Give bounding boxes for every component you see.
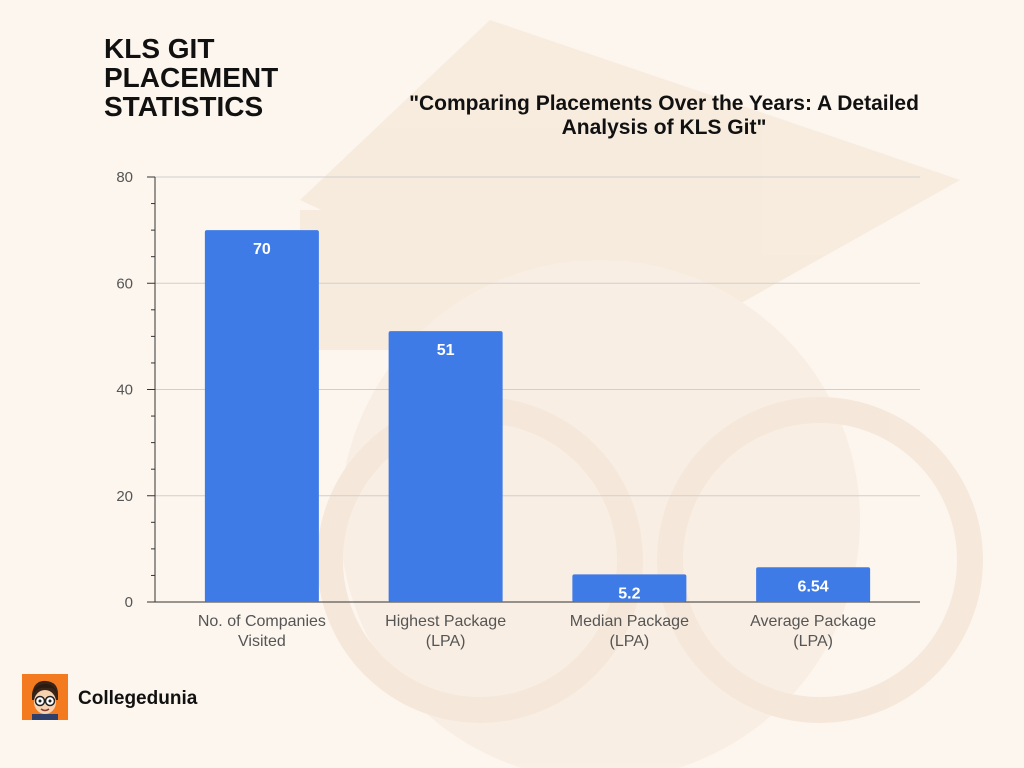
collegedunia-logo bbox=[22, 674, 68, 720]
bar-value-label: 5.2 bbox=[618, 585, 640, 602]
y-tick-label: 0 bbox=[125, 594, 133, 611]
student-mascot-icon bbox=[32, 680, 58, 720]
x-category-label: Median Package (LPA) bbox=[570, 613, 689, 650]
brand-name: Collegedunia bbox=[78, 688, 198, 709]
bar bbox=[204, 230, 319, 602]
bars: 70 51 5.2 6.54 bbox=[204, 230, 871, 602]
chart-subtitle: "Comparing Placements Over the Years: A … bbox=[409, 92, 919, 139]
y-tick-label: 20 bbox=[116, 488, 133, 505]
bar bbox=[388, 331, 503, 602]
x-category-label: Average Package (LPA) bbox=[750, 613, 876, 650]
x-category-label: Highest Package (LPA) bbox=[385, 613, 506, 650]
y-tick-label: 60 bbox=[116, 275, 133, 292]
y-tick-label: 80 bbox=[116, 169, 133, 186]
page-title: KLS GIT PLACEMENT STATISTICS bbox=[104, 33, 279, 122]
bar-value-label: 6.54 bbox=[798, 578, 829, 595]
bar-value-label: 70 bbox=[253, 241, 271, 258]
y-tick-label: 40 bbox=[116, 382, 133, 399]
x-category-label: No. of Companies Visited bbox=[198, 613, 326, 650]
bar bbox=[756, 567, 871, 602]
category-labels: No. of Companies Visited Highest Package (L… bbox=[198, 613, 876, 650]
bar bbox=[572, 574, 687, 602]
bar-value-label: 51 bbox=[437, 342, 455, 359]
